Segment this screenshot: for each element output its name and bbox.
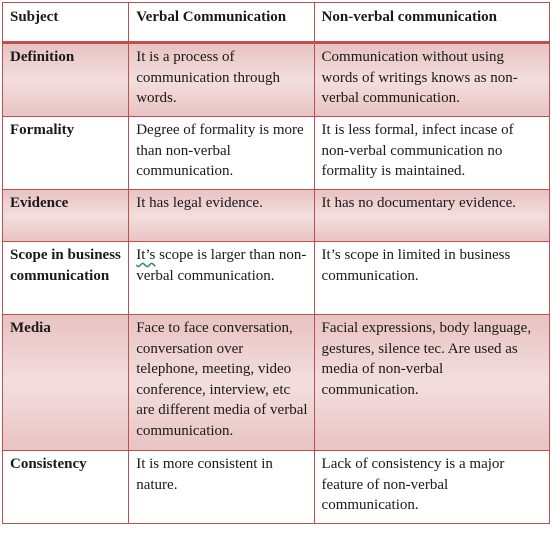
- table-row: Formality Degree of formality is more th…: [1, 116, 551, 190]
- row-nonverbal: It’s scope in limited in business commun…: [313, 241, 551, 315]
- row-subject: Consistency: [1, 450, 130, 524]
- row-nonverbal: Communication without using words of wri…: [313, 42, 551, 117]
- row-verbal-rest: scope is larger than non-verbal communic…: [136, 247, 307, 284]
- row-subject: Formality: [1, 116, 130, 190]
- row-nonverbal: Facial expressions, body language, gestu…: [313, 314, 551, 451]
- row-nonverbal: Lack of consistency is a major feature o…: [313, 450, 551, 524]
- table-row: Consistency It is more consistent in nat…: [1, 450, 551, 524]
- table-header-row: Subject Verbal Communication Non-verbal …: [1, 2, 551, 44]
- spellcheck-underlined-word: It’s: [136, 247, 156, 263]
- header-nonverbal: Non-verbal communication: [313, 2, 551, 44]
- table-row: Scope in business communication It’s sco…: [1, 241, 551, 315]
- header-subject: Subject: [1, 2, 130, 44]
- header-verbal: Verbal Communication: [128, 2, 315, 44]
- row-verbal: It’s scope is larger than non-verbal com…: [128, 241, 315, 315]
- row-verbal: Degree of formality is more than non-ver…: [128, 116, 315, 190]
- row-verbal: It has legal evidence.: [128, 189, 315, 242]
- row-nonverbal: It is less formal, infect incase of non-…: [313, 116, 551, 190]
- row-verbal: Face to face conversation, conversation …: [128, 314, 315, 451]
- row-subject: Scope in business communication: [1, 241, 130, 315]
- row-nonverbal: It has no documentary evidence.: [313, 189, 551, 242]
- comparison-table-wrapper: Subject Verbal Communication Non-verbal …: [1, 2, 551, 524]
- row-subject: Evidence: [1, 189, 130, 242]
- table-row: Definition It is a process of communicat…: [1, 42, 551, 117]
- row-subject: Definition: [1, 42, 130, 117]
- row-verbal: It is a process of communication through…: [128, 42, 315, 117]
- table-row: Media Face to face conversation, convers…: [1, 314, 551, 451]
- row-verbal: It is more consistent in nature.: [128, 450, 315, 524]
- comparison-table: Subject Verbal Communication Non-verbal …: [1, 2, 551, 524]
- row-subject: Media: [1, 314, 130, 451]
- table-row: Evidence It has legal evidence. It has n…: [1, 189, 551, 242]
